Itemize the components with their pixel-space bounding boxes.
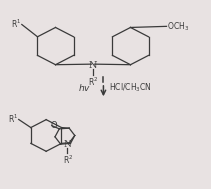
Text: N: N xyxy=(89,61,97,70)
Text: HCl/CH$_3$CN: HCl/CH$_3$CN xyxy=(109,81,151,94)
Text: R$^2$: R$^2$ xyxy=(63,154,73,166)
Text: R$^1$: R$^1$ xyxy=(11,18,21,30)
Text: O: O xyxy=(51,121,58,130)
Text: OCH$_3$: OCH$_3$ xyxy=(167,20,189,33)
Text: N: N xyxy=(64,140,72,149)
Text: $hv$: $hv$ xyxy=(78,82,91,93)
Text: R$^1$: R$^1$ xyxy=(8,112,18,125)
Text: R$^2$: R$^2$ xyxy=(88,75,99,88)
